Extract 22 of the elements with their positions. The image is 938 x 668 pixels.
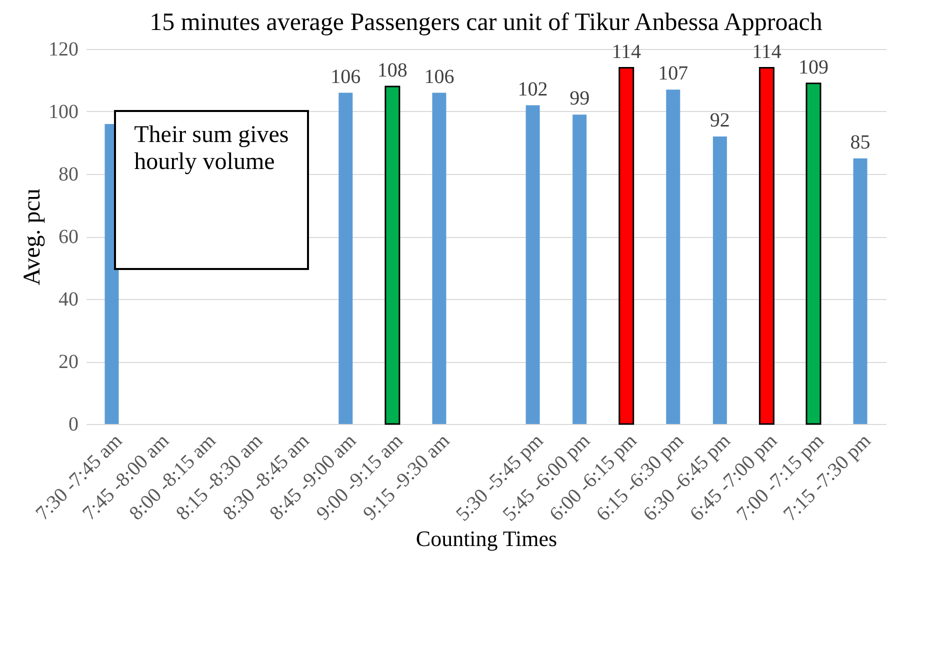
y-tick-label: 80 xyxy=(58,164,78,186)
y-tick-label: 60 xyxy=(58,226,78,248)
data-label: 102 xyxy=(518,78,548,100)
data-label: 85 xyxy=(850,131,870,154)
data-label: 92 xyxy=(710,110,730,132)
data-label: 114 xyxy=(612,40,641,63)
data-label: 99 xyxy=(570,88,590,110)
data-label: 114 xyxy=(752,40,782,63)
data-label: 107 xyxy=(658,62,688,85)
data-label: 108 xyxy=(377,60,408,82)
data-label: 106 xyxy=(424,66,454,88)
x-axis-title: Counting Times xyxy=(416,526,558,551)
callout-box: Their sum gives hourly volume xyxy=(114,110,310,270)
data-label: 109 xyxy=(798,56,828,78)
data-label: 106 xyxy=(330,66,361,88)
y-tick-label: 120 xyxy=(48,38,78,60)
y-tick-label: 100 xyxy=(48,101,78,123)
y-tick-label: 0 xyxy=(68,414,78,436)
y-tick-label: 40 xyxy=(58,288,78,310)
y-axis-title: Aveg. pcu xyxy=(20,188,46,286)
y-tick-label: 20 xyxy=(58,351,78,373)
chart-title: 15 minutes average Passengers car unit of Tikur Anbessa Approach xyxy=(150,9,823,36)
